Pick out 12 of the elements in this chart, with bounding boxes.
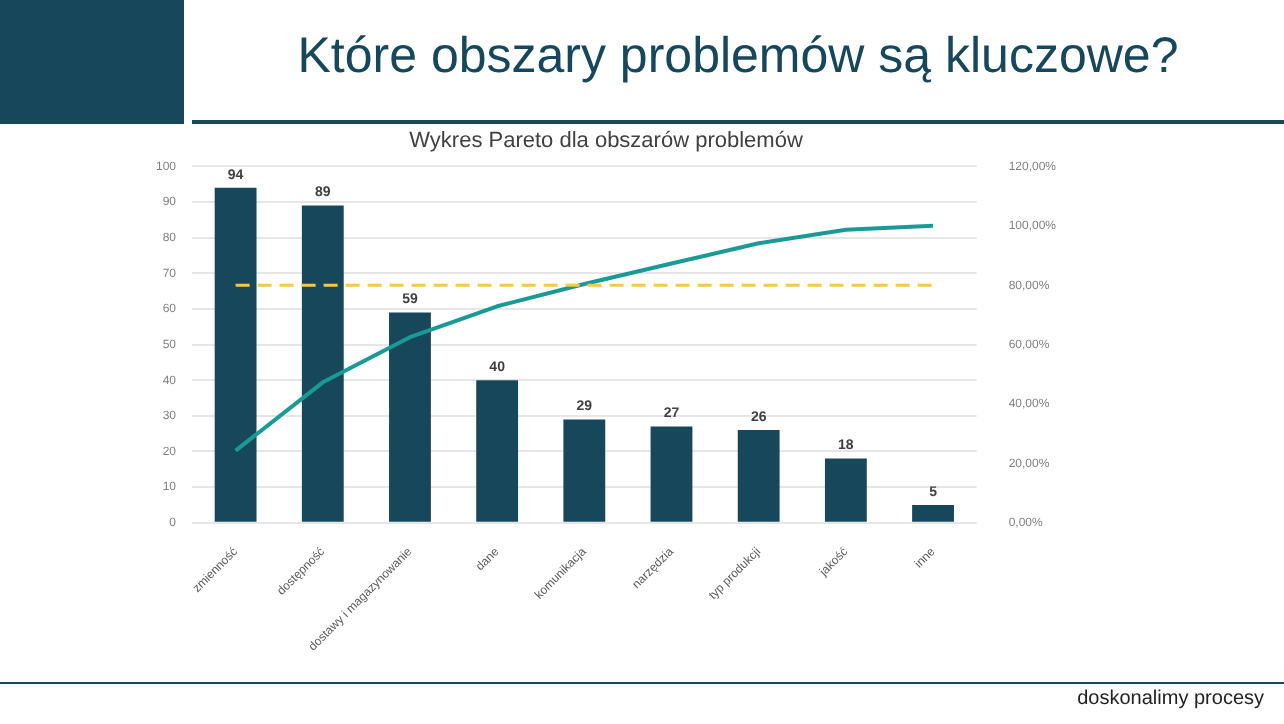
bar [301,205,344,522]
bar [912,504,954,522]
bar [824,458,867,522]
bar [563,419,606,522]
chart-title: Które obszary problemów są kluczowe? [295,28,1181,86]
bar [737,430,780,522]
bar [214,187,257,522]
chart-subtitle: Wykres Pareto dla obszarów problemów [409,129,803,154]
bar [389,312,431,522]
bar [650,426,693,522]
text: doskonalimy procesy [1077,688,1264,710]
bar [476,380,519,522]
